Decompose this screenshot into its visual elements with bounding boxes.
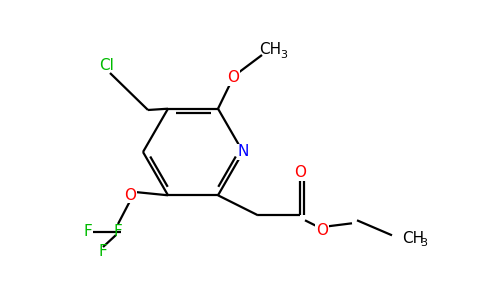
- Text: O: O: [227, 70, 239, 86]
- Text: F: F: [84, 224, 92, 239]
- Text: CH: CH: [259, 43, 281, 58]
- Text: O: O: [316, 223, 328, 238]
- Text: Cl: Cl: [100, 58, 114, 73]
- Text: F: F: [99, 244, 107, 260]
- Text: O: O: [294, 165, 306, 180]
- Text: CH: CH: [402, 231, 424, 246]
- Text: 3: 3: [281, 50, 287, 60]
- Text: F: F: [114, 224, 122, 239]
- Text: O: O: [124, 188, 136, 202]
- Text: N: N: [237, 145, 249, 160]
- Text: 3: 3: [420, 238, 427, 248]
